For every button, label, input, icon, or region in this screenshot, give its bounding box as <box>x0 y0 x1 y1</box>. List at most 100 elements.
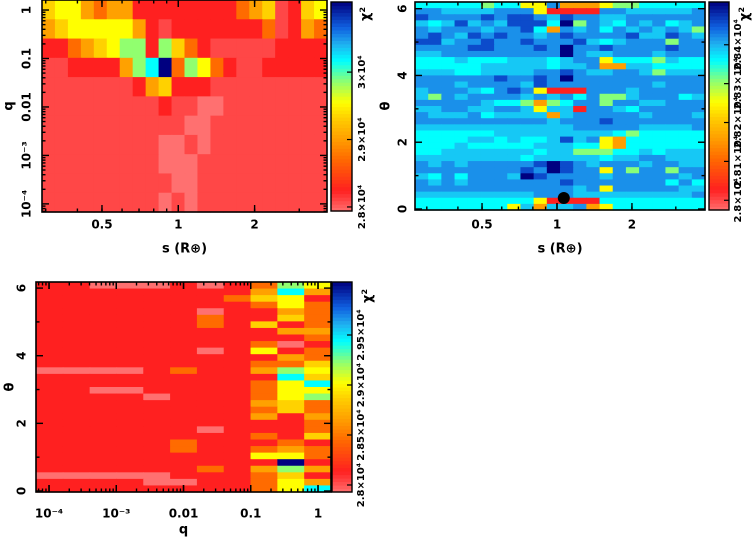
heatmap-cell <box>415 142 429 150</box>
heatmap-cell <box>249 57 263 78</box>
heatmap-cell <box>467 57 482 64</box>
heatmap-cell <box>210 115 224 136</box>
colorbar-segment <box>332 457 352 462</box>
heatmap-cell <box>573 50 587 58</box>
y-tick-label: 4 <box>396 71 410 79</box>
heatmap-cell <box>89 478 118 487</box>
heatmap-cell <box>546 14 561 21</box>
heatmap-cell <box>573 179 587 187</box>
heatmap-cell <box>89 347 118 355</box>
heatmap-cell <box>304 308 332 316</box>
colorbar-segment <box>331 15 352 21</box>
heatmap-cell <box>454 167 469 174</box>
heatmap-cell <box>625 75 640 83</box>
heatmap-cell <box>171 134 186 155</box>
heatmap-cell <box>652 26 667 34</box>
heatmap-cell <box>262 115 276 136</box>
heatmap-cell <box>441 148 456 156</box>
heatmap-cell <box>520 20 535 28</box>
heatmap-cell <box>507 69 522 77</box>
heatmap-cell <box>304 387 332 395</box>
heatmap-cell <box>441 124 456 132</box>
heatmap-cell <box>625 130 640 138</box>
heatmap-cell <box>507 8 522 15</box>
heatmap-cell <box>89 413 118 421</box>
heatmap-cell <box>586 63 601 70</box>
heatmap-cell <box>301 77 315 97</box>
heatmap-cell <box>116 419 144 427</box>
heatmap-cell <box>599 154 614 162</box>
heatmap-cell <box>599 148 614 156</box>
colorbar-segment <box>332 432 352 437</box>
heatmap-cell <box>184 0 199 20</box>
heatmap-cell <box>314 38 328 59</box>
heatmap-cell <box>42 38 56 59</box>
colorbar-segment <box>331 141 352 146</box>
heatmap-cell <box>533 185 548 193</box>
heatmap-cell <box>507 50 522 58</box>
heatmap-cell <box>599 26 614 34</box>
heatmap-cell <box>691 2 706 9</box>
heatmap-cell <box>454 197 469 205</box>
heatmap-cell <box>599 185 614 193</box>
heatmap-cell <box>223 373 252 382</box>
heatmap-cell <box>304 472 332 480</box>
colorbar-label: χ² <box>359 7 374 21</box>
heatmap-cell <box>277 478 305 487</box>
heatmap-cell <box>184 134 199 155</box>
heatmap-cell <box>691 142 706 150</box>
heatmap-cell <box>62 341 91 349</box>
heatmap-cell <box>93 115 108 136</box>
heatmap-cell <box>304 367 332 375</box>
heatmap-cell <box>691 44 706 52</box>
heatmap-cell <box>467 81 482 89</box>
heatmap-cell <box>170 321 198 329</box>
heatmap-cell <box>143 452 171 460</box>
heatmap-cell <box>415 130 429 138</box>
heatmap-cell <box>467 32 482 40</box>
colorbar-segment <box>332 299 352 304</box>
heatmap-cell <box>80 38 95 59</box>
heatmap-cell <box>277 472 305 480</box>
heatmap-cell <box>625 81 640 89</box>
heatmap-cell <box>304 432 332 441</box>
heatmap-cell <box>304 314 332 322</box>
heatmap-cell <box>691 124 706 132</box>
heatmap-cell <box>304 426 332 434</box>
heatmap-cell <box>573 81 587 89</box>
heatmap-cell <box>93 192 108 213</box>
heatmap-cell <box>89 459 118 467</box>
heatmap-cell <box>665 93 680 101</box>
heatmap-cell <box>546 50 561 58</box>
heatmap-cell <box>223 192 237 213</box>
heatmap-cell <box>454 130 469 138</box>
heatmap-cell <box>236 154 250 175</box>
heatmap-cell <box>116 334 144 342</box>
heatmap-cell <box>93 0 108 20</box>
heatmap-cell <box>158 173 173 194</box>
heatmap-cell <box>652 154 667 162</box>
heatmap-cell <box>143 465 171 473</box>
heatmap-cell <box>428 44 442 52</box>
heatmap-cell <box>54 19 69 40</box>
heatmap-cell <box>678 130 693 138</box>
heatmap-cell <box>639 81 653 89</box>
heatmap-cell <box>143 419 171 427</box>
heatmap-cell <box>665 124 680 132</box>
heatmap-cell <box>520 99 535 107</box>
heatmap-cell <box>116 282 144 290</box>
heatmap-cell <box>106 77 121 97</box>
heatmap-cell <box>145 115 160 136</box>
heatmap-cell <box>223 0 237 20</box>
heatmap-cell <box>454 26 469 34</box>
heatmap-cell <box>639 161 653 168</box>
heatmap-cell <box>80 96 95 117</box>
heatmap-cell <box>428 26 442 34</box>
colorbar-segment <box>709 2 729 7</box>
colorbar-segment <box>709 140 729 145</box>
heatmap-cell <box>612 20 627 28</box>
heatmap-cell <box>262 154 276 175</box>
heatmap-cell <box>196 367 225 375</box>
heatmap-cell <box>625 106 640 113</box>
